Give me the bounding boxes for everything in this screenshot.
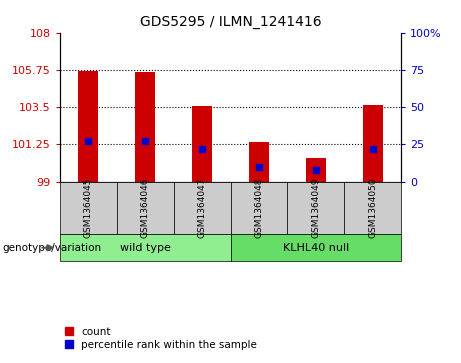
Point xyxy=(198,146,206,152)
Text: wild type: wild type xyxy=(120,243,171,253)
Text: KLHL40 null: KLHL40 null xyxy=(283,243,349,253)
Legend: count, percentile rank within the sample: count, percentile rank within the sample xyxy=(60,323,261,354)
Point xyxy=(312,167,319,172)
Bar xyxy=(78,71,98,182)
Title: GDS5295 / ILMN_1241416: GDS5295 / ILMN_1241416 xyxy=(140,15,321,29)
Text: genotype/variation: genotype/variation xyxy=(2,243,101,253)
Text: GSM1364046: GSM1364046 xyxy=(141,178,150,238)
Point xyxy=(369,146,376,152)
Text: GSM1364050: GSM1364050 xyxy=(368,178,377,238)
Point xyxy=(255,164,263,170)
Bar xyxy=(306,158,326,182)
Text: GSM1364048: GSM1364048 xyxy=(254,178,263,238)
Text: GSM1364047: GSM1364047 xyxy=(198,178,207,238)
Text: GSM1364049: GSM1364049 xyxy=(311,178,320,238)
Bar xyxy=(135,72,155,182)
Point xyxy=(142,138,149,144)
Text: GSM1364045: GSM1364045 xyxy=(84,178,93,238)
Point xyxy=(85,138,92,144)
Bar xyxy=(363,105,383,182)
Bar xyxy=(249,142,269,182)
Bar xyxy=(192,106,212,182)
